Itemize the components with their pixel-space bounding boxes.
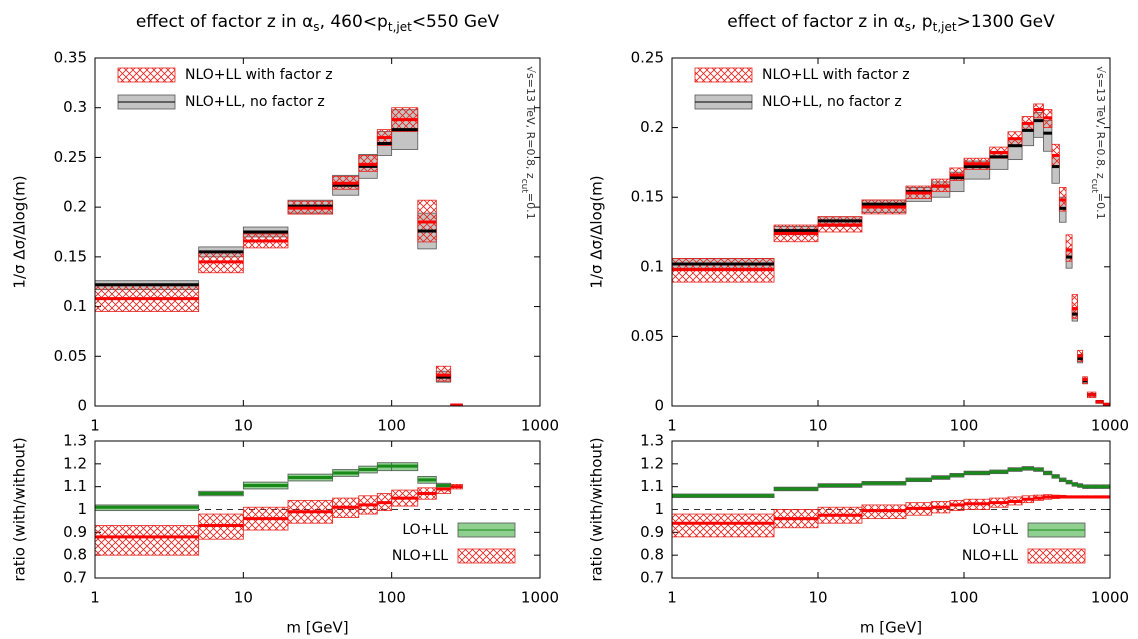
y-tick-label: 0.25: [54, 148, 87, 166]
chart-title-part: s: [313, 20, 319, 34]
y-tick-label: 1.1: [63, 477, 87, 495]
y-tick-label: 0: [654, 397, 664, 415]
chart-title-part: , 460<p: [320, 12, 388, 32]
x-axis-label: m [GeV]: [860, 619, 922, 637]
y-tick-label: 1.2: [63, 454, 87, 472]
y-tick-label: 0.8: [640, 546, 664, 564]
x-tick-label: 100: [950, 589, 979, 607]
x-tick-label: 1000: [521, 589, 559, 607]
annotation-part: =0.1: [524, 193, 537, 220]
y-tick-label: 1: [654, 500, 664, 518]
y-tick-label: 1.2: [640, 454, 664, 472]
x-tick-label: 1: [90, 417, 100, 435]
chart-title-part: , p: [911, 12, 933, 32]
annotation: √s=13 TeV, R=0.8, zcut=0.1: [520, 66, 538, 220]
error-band: [671, 513, 775, 538]
annotation-part: √s=13 TeV, R=0.8, z: [1094, 66, 1107, 179]
x-tick-label: 100: [377, 417, 406, 435]
x-tick-label: 10: [234, 589, 253, 607]
chart-title: effect of factor z in αs, pt,jet>1300 Ge…: [727, 12, 1055, 34]
y-axis-label: ratio (with/without): [11, 437, 29, 581]
y-tick-label: 0.3: [63, 98, 87, 116]
x-tick-label: 1: [667, 417, 677, 435]
y-tick-label: 0.15: [54, 247, 87, 265]
y-tick-label: 0.15: [631, 188, 664, 206]
annotation-part: cut: [1090, 179, 1100, 194]
y-axis-label: 1/σ Δσ/Δlog(m): [11, 175, 29, 288]
legend-label: LO+LL: [402, 522, 448, 538]
x-tick-label: 1000: [1091, 589, 1129, 607]
chart-title-part: effect of factor z in α: [136, 12, 313, 32]
plot-frame: [671, 440, 1111, 579]
y-tick-label: 0.7: [640, 569, 664, 587]
error-band: [1071, 294, 1079, 319]
x-tick-label: 10: [808, 417, 827, 435]
y-tick-label: 0.05: [54, 347, 87, 365]
x-axis-label: m [GeV]: [286, 619, 348, 637]
y-tick-label: 0.35: [54, 49, 87, 67]
chart-title: effect of factor z in αs, 460<pt,jet<550…: [136, 12, 500, 34]
x-tick-label: 1: [667, 589, 677, 607]
x-tick-label: 10: [234, 417, 253, 435]
error-band: [94, 525, 200, 556]
error-band: [1065, 234, 1073, 262]
x-tick-label: 10: [808, 589, 827, 607]
chart-title-part: effect of factor z in α: [727, 12, 904, 32]
plot-frame: [94, 440, 541, 579]
chart-title-part: >1300 GeV: [957, 12, 1056, 32]
x-tick-label: 1000: [1091, 417, 1129, 435]
y-tick-label: 0.2: [640, 118, 664, 136]
legend-label: NLO+LL: [962, 548, 1018, 564]
legend-label: NLO+LL with factor z: [185, 67, 333, 83]
y-tick-label: 0.1: [63, 297, 87, 315]
y-tick-label: 1.1: [640, 477, 664, 495]
legend-label: NLO+LL: [392, 548, 448, 564]
legend-label: NLO+LL with factor z: [762, 67, 910, 83]
y-tick-label: 1: [77, 500, 87, 518]
plot-frame: [671, 57, 1111, 407]
y-tick-label: 0.2: [63, 198, 87, 216]
x-tick-label: 100: [950, 417, 979, 435]
chart-title-part: t,jet: [388, 20, 412, 34]
chart-title-part: t,jet: [933, 20, 957, 34]
legend-swatch: [117, 67, 176, 83]
x-tick-label: 1000: [521, 417, 559, 435]
plot-frame: [94, 57, 541, 407]
x-tick-label: 100: [377, 589, 406, 607]
x-tick-label: 1: [90, 589, 100, 607]
legend-label: NLO+LL, no factor z: [762, 94, 902, 110]
y-tick-label: 0.9: [63, 523, 87, 541]
y-axis-label: ratio (with/without): [588, 437, 606, 581]
legend-swatch: [1027, 548, 1086, 564]
annotation-part: cut: [520, 179, 530, 194]
y-tick-label: 0.7: [63, 569, 87, 587]
chart-title-part: s: [905, 20, 911, 34]
legend-swatch: [694, 67, 753, 83]
y-tick-label: 0.25: [631, 49, 664, 67]
y-tick-label: 0.8: [63, 546, 87, 564]
legend-swatch: [457, 548, 516, 564]
y-tick-label: 0.05: [631, 327, 664, 345]
y-tick-label: 1.3: [63, 432, 87, 450]
y-tick-label: 0.1: [640, 257, 664, 275]
y-tick-label: 1.3: [640, 432, 664, 450]
y-tick-label: 0.9: [640, 523, 664, 541]
legend-label: LO+LL: [972, 522, 1018, 538]
annotation: √s=13 TeV, R=0.8, zcut=0.1: [1090, 66, 1108, 220]
annotation-part: √s=13 TeV, R=0.8, z: [524, 66, 537, 179]
legend-label: NLO+LL, no factor z: [185, 94, 325, 110]
chart-title-part: <550 GeV: [412, 12, 500, 32]
y-axis-label: 1/σ Δσ/Δlog(m): [588, 175, 606, 288]
y-tick-label: 0: [77, 397, 87, 415]
annotation-part: =0.1: [1094, 193, 1107, 220]
